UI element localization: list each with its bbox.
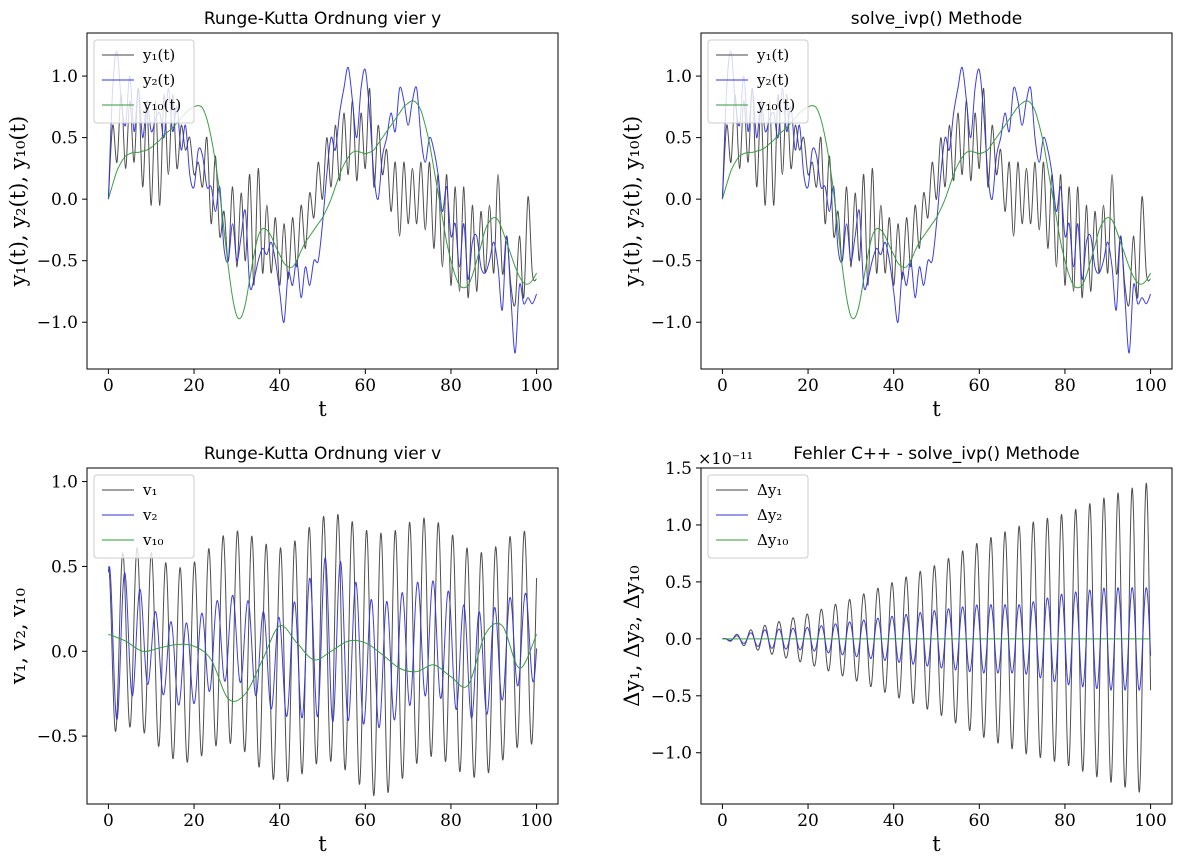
legend: y₁(t) y₂(t) y₁₀(t) — [93, 39, 195, 124]
x-axis-label: t — [932, 397, 941, 421]
x-tick-label: 0 — [717, 811, 728, 831]
x-tick-label: 0 — [103, 376, 114, 396]
x-axis-label: t — [318, 397, 327, 421]
legend-label: v₁ — [142, 481, 158, 499]
x-tick-label: 60 — [354, 376, 376, 396]
chart-title: Fehler C++ - solve_ivp() Methode — [793, 444, 1079, 464]
x-tick-label: 20 — [797, 811, 819, 831]
legend-label: y₁(t) — [142, 46, 175, 64]
axis-offset-label: ×10⁻¹¹ — [698, 449, 753, 468]
y-axis-label: v₁, v₂, v₁₀ — [6, 588, 30, 685]
legend-box — [707, 39, 809, 124]
chart-title: solve_ivp() Methode — [851, 9, 1022, 29]
legend-label: Δy₁₀ — [757, 531, 788, 549]
y-tick-label: 1.5 — [665, 459, 692, 479]
axes-frame — [700, 32, 1173, 370]
y-tick-label: 0.5 — [51, 557, 78, 577]
y-tick-label: −0.5 — [37, 727, 78, 747]
legend-box — [93, 474, 195, 559]
x-tick-label: 100 — [1134, 376, 1166, 396]
y-tick-label: 1.0 — [665, 67, 692, 87]
x-tick-label: 100 — [520, 376, 552, 396]
legend-label: v₂ — [142, 506, 158, 524]
x-tick-label: 40 — [883, 811, 905, 831]
series-line-2 — [721, 50, 1152, 354]
axes-frame — [700, 467, 1173, 805]
y-tick-label: 1.0 — [51, 67, 78, 87]
chart-panel-2: 0 20 40 60 80 100 −1.0 −0.5 0.0 0.5 1.0 solve_ivp()… — [620, 9, 1173, 421]
chart-panel-3: 0 20 40 60 80 100 −0.5 0.0 0.5 1.0 Runge-Kutta Ord… — [6, 444, 559, 856]
y-tick-label: −0.5 — [651, 252, 692, 272]
legend-label: y₁(t) — [756, 46, 789, 64]
x-tick-label: 0 — [103, 811, 114, 831]
chart-panel-1: 0 20 40 60 80 100 −1.0 −0.5 0.0 0.5 1.0 Runge-Kutta… — [6, 9, 559, 421]
x-tick-label: 40 — [269, 811, 291, 831]
y-tick-label: 0.0 — [51, 642, 78, 662]
legend-box — [93, 39, 195, 124]
series-line-2 — [107, 50, 538, 354]
y-axis-label: Δy₁, Δy₂, Δy₁₀ — [620, 565, 644, 706]
y-tick-label: 1.0 — [51, 473, 78, 493]
x-tick-label: 80 — [1054, 811, 1076, 831]
x-tick-label: 0 — [717, 376, 728, 396]
x-tick-label: 60 — [354, 811, 376, 831]
legend: y₁(t) y₂(t) y₁₀(t) — [707, 39, 809, 124]
x-tick-label: 40 — [883, 376, 905, 396]
plot-area — [722, 482, 1152, 793]
y-tick-label: 0.0 — [665, 190, 692, 210]
x-axis-label: t — [932, 832, 941, 856]
legend-label: y₂(t) — [142, 71, 175, 89]
legend: Δy₁ Δy₂ Δy₁₀ — [707, 474, 809, 559]
chart-title: Runge-Kutta Ordnung vier v — [204, 444, 441, 464]
x-axis-label: t — [318, 832, 327, 856]
legend-label: y₁₀(t) — [756, 96, 795, 114]
series-line-3 — [108, 622, 538, 702]
y-tick-label: −1.0 — [651, 313, 692, 333]
y-tick-label: 1.0 — [665, 516, 692, 536]
series-line-2 — [107, 557, 538, 729]
series-line-1 — [108, 513, 538, 797]
axes-frame — [86, 32, 559, 370]
x-tick-label: 20 — [797, 376, 819, 396]
series-line-3 — [107, 100, 538, 320]
legend-box — [707, 474, 809, 559]
x-tick-label: 40 — [269, 376, 291, 396]
y-tick-label: 0.0 — [665, 630, 692, 650]
legend-label: y₂(t) — [756, 71, 789, 89]
legend-label: Δy₁ — [757, 481, 782, 499]
y-tick-label: 0.5 — [665, 573, 692, 593]
x-tick-label: 20 — [183, 811, 205, 831]
x-tick-label: 80 — [440, 376, 462, 396]
legend: v₁ v₂ v₁₀ — [93, 474, 195, 559]
y-tick-label: −0.5 — [651, 687, 692, 707]
y-tick-label: −1.0 — [37, 313, 78, 333]
y-tick-label: 0.0 — [51, 190, 78, 210]
x-tick-label: 100 — [1134, 811, 1166, 831]
y-axis-label: y₁(t), y₂(t), y₁₀(t) — [620, 116, 644, 287]
axes-frame — [86, 467, 559, 805]
x-tick-label: 20 — [183, 376, 205, 396]
x-tick-label: 80 — [1054, 376, 1076, 396]
x-tick-label: 100 — [520, 811, 552, 831]
legend-label: v₁₀ — [142, 531, 164, 549]
chart-title: Runge-Kutta Ordnung vier y — [204, 9, 441, 29]
x-tick-label: 60 — [968, 811, 990, 831]
legend-label: y₁₀(t) — [142, 96, 181, 114]
series-line-3 — [721, 100, 1152, 320]
plot-area — [107, 513, 538, 797]
x-tick-label: 80 — [440, 811, 462, 831]
series-line-2 — [722, 587, 1152, 691]
y-axis-label: y₁(t), y₂(t), y₁₀(t) — [6, 116, 30, 287]
y-tick-label: 0.5 — [665, 129, 692, 149]
y-tick-label: −0.5 — [37, 252, 78, 272]
x-tick-label: 60 — [968, 376, 990, 396]
legend-label: Δy₂ — [757, 506, 782, 524]
chart-panel-4: 0 20 40 60 80 100 −1.0 −0.5 0.0 0.5 1.0 1.5 Fehler C… — [620, 444, 1173, 856]
y-tick-label: 0.5 — [51, 129, 78, 149]
y-tick-label: −1.0 — [651, 744, 692, 764]
